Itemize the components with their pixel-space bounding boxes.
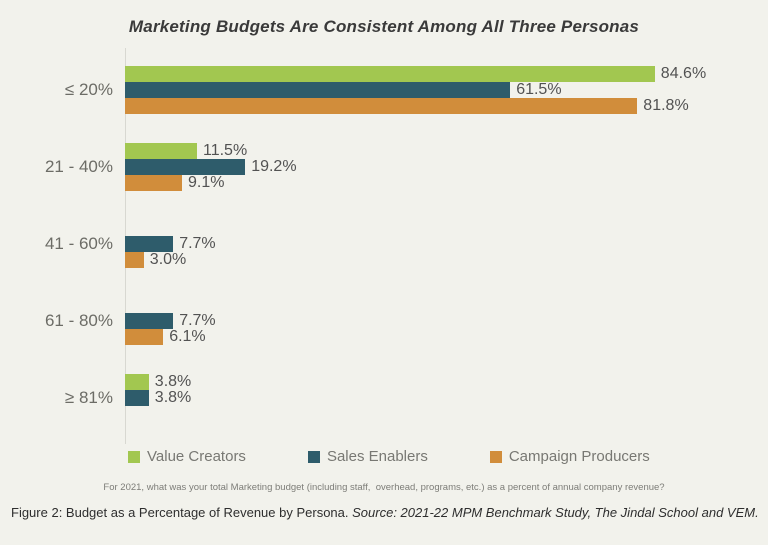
bar-campaign-producers xyxy=(125,329,164,345)
legend-label: Sales Enablers xyxy=(326,448,428,465)
bar-campaign-producers xyxy=(125,98,638,114)
bar-value-creators xyxy=(125,66,655,82)
legend: Value Creators Sales Enablers Campaign P… xyxy=(0,448,768,465)
bar-sales-enablers xyxy=(125,313,174,329)
bar-value-label: 61.5% xyxy=(516,81,562,98)
bar-group: ≤ 20% 84.6% 61.5% 81.8% xyxy=(0,66,768,114)
sales-enablers-swatch-icon xyxy=(307,450,320,463)
bar-value-label: 3.0% xyxy=(149,251,187,268)
category-label: ≥ 81% xyxy=(64,387,113,407)
bar-value-label: 9.1% xyxy=(188,174,225,191)
bar-chart: ≤ 20% 84.6% 61.5% 81.8% 21 - 40% 11.5% 19.2% 9.… xyxy=(0,48,768,444)
bar-value-label: 6.1% xyxy=(169,328,206,345)
caption-source: Source: 2021-22 MPM Benchmark Study, The… xyxy=(352,505,759,520)
bar-group: 61 - 80% 7.7% 6.1% xyxy=(0,297,768,345)
legend-item-campaign-producers: Campaign Producers xyxy=(489,448,650,465)
bar-campaign-producers xyxy=(125,175,182,191)
bar-value-creators xyxy=(125,374,149,390)
bar-value-label: 19.2% xyxy=(251,158,297,175)
bar-sales-enablers xyxy=(125,390,149,406)
value-creators-swatch-icon xyxy=(128,450,140,463)
bar-group: 21 - 40% 11.5% 19.2% 9.1% xyxy=(0,143,768,191)
bar-value-label: 81.8% xyxy=(643,97,689,114)
bar-row: 11.5% xyxy=(125,143,297,159)
figure-caption: Figure 2: Budget as a Percentage of Reve… xyxy=(0,505,768,520)
bar-row: 81.8% xyxy=(125,98,706,114)
bar-row: 9.1% xyxy=(125,175,297,191)
bar-sales-enablers xyxy=(125,236,174,252)
bar-row: 84.6% xyxy=(125,66,706,82)
bar-value-label: 3.8% xyxy=(154,373,192,390)
bar-group: ≥ 81% 3.8% 3.8% xyxy=(0,374,768,422)
bar-value-label: 84.6% xyxy=(660,65,707,82)
plot-area: ≤ 20% 84.6% 61.5% 81.8% 21 - 40% 11.5% 19.2% 9.… xyxy=(0,66,768,422)
category-label: 61 - 80% xyxy=(44,310,113,330)
bar-value-label: 7.7% xyxy=(179,312,216,329)
bar-row: 3.8% xyxy=(125,374,191,390)
bar-value-label: 7.7% xyxy=(179,235,216,252)
category-label: 21 - 40% xyxy=(44,156,113,176)
bar-row xyxy=(125,220,216,236)
bar-row xyxy=(125,406,191,422)
bar-value-label: 11.5% xyxy=(203,142,248,159)
legend-item-sales-enablers: Sales Enablers xyxy=(307,448,428,465)
bar-value-creators xyxy=(125,143,197,159)
legend-item-value-creators: Value Creators xyxy=(128,448,246,465)
bar-row: 6.1% xyxy=(125,329,216,345)
bar-sales-enablers xyxy=(125,82,511,98)
campaign-producers-swatch-icon xyxy=(489,450,502,463)
chart-title: Marketing Budgets Are Consistent Among A… xyxy=(128,17,640,36)
bar-value-label: 3.8% xyxy=(154,389,192,406)
legend-label: Value Creators xyxy=(147,448,246,465)
category-label: 41 - 60% xyxy=(44,233,113,253)
bar-group: 41 - 60% 7.7% 3.0% xyxy=(0,220,768,268)
bar-campaign-producers xyxy=(125,252,144,268)
bar-row xyxy=(125,297,216,313)
bar-row: 7.7% xyxy=(125,236,216,252)
caption-text: Figure 2: Budget as a Percentage of Reve… xyxy=(11,505,349,520)
category-label: ≤ 20% xyxy=(64,79,113,99)
bar-sales-enablers xyxy=(125,159,246,175)
bar-row: 3.0% xyxy=(125,252,216,268)
legend-label: Campaign Producers xyxy=(508,448,650,465)
bar-row: 3.8% xyxy=(125,390,191,406)
bar-row: 61.5% xyxy=(125,82,706,98)
bar-row: 19.2% xyxy=(125,159,297,175)
bar-row: 7.7% xyxy=(125,313,216,329)
chart-footnote: For 2021, what was your total Marketing … xyxy=(103,482,665,493)
